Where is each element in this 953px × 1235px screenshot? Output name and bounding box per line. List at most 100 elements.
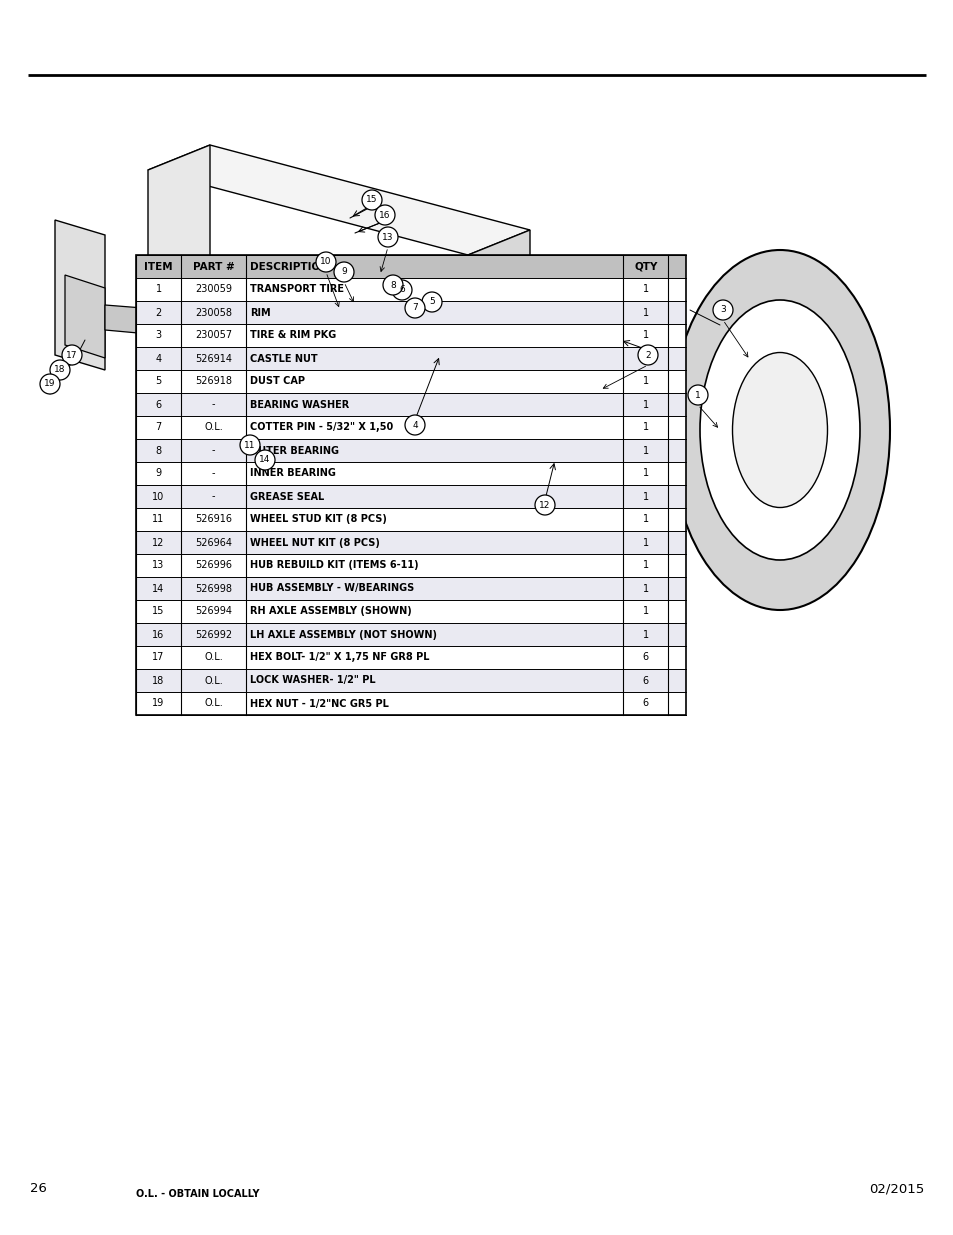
Text: 230059: 230059 xyxy=(194,284,232,294)
Ellipse shape xyxy=(366,312,377,337)
Text: DESCRIPTION: DESCRIPTION xyxy=(250,262,329,272)
Text: INNER BEARING: INNER BEARING xyxy=(250,468,335,478)
Bar xyxy=(136,278,685,301)
Ellipse shape xyxy=(669,249,889,610)
Text: 1: 1 xyxy=(642,561,648,571)
Text: CASTLE NUT: CASTLE NUT xyxy=(250,353,317,363)
Text: 6: 6 xyxy=(398,285,404,294)
Text: 12: 12 xyxy=(538,500,550,510)
Text: 18: 18 xyxy=(152,676,165,685)
Text: LOCK WASHER- 1/2" PL: LOCK WASHER- 1/2" PL xyxy=(250,676,375,685)
Bar xyxy=(136,577,685,600)
Circle shape xyxy=(499,346,507,354)
Text: 1: 1 xyxy=(642,422,648,432)
Ellipse shape xyxy=(503,300,556,400)
Text: 526998: 526998 xyxy=(194,583,232,594)
Circle shape xyxy=(375,205,395,225)
Text: 1: 1 xyxy=(642,468,648,478)
Text: 5: 5 xyxy=(155,377,161,387)
Bar xyxy=(136,370,685,393)
Ellipse shape xyxy=(273,278,327,373)
Text: 3: 3 xyxy=(720,305,725,315)
Ellipse shape xyxy=(286,303,314,347)
Polygon shape xyxy=(65,275,105,358)
Text: 13: 13 xyxy=(382,232,394,242)
Text: QTY: QTY xyxy=(634,262,657,272)
Text: 2: 2 xyxy=(155,308,161,317)
Circle shape xyxy=(279,310,287,317)
Text: 10: 10 xyxy=(320,258,332,267)
Ellipse shape xyxy=(380,314,393,336)
Text: 526994: 526994 xyxy=(194,606,232,616)
Text: 1: 1 xyxy=(642,515,648,525)
Text: 1: 1 xyxy=(642,583,648,594)
Text: DUST CAP: DUST CAP xyxy=(250,377,305,387)
Bar xyxy=(136,347,685,370)
Text: RH AXLE ASSEMBLY (SHOWN): RH AXLE ASSEMBLY (SHOWN) xyxy=(250,606,412,616)
Bar xyxy=(136,646,685,669)
Text: 10: 10 xyxy=(152,492,165,501)
Circle shape xyxy=(303,294,310,301)
Ellipse shape xyxy=(423,317,439,343)
Ellipse shape xyxy=(700,300,859,559)
Text: 526992: 526992 xyxy=(194,630,232,640)
Text: 1: 1 xyxy=(642,353,648,363)
Text: 4: 4 xyxy=(412,420,417,430)
Ellipse shape xyxy=(411,312,424,337)
Circle shape xyxy=(377,227,397,247)
Circle shape xyxy=(313,310,320,317)
Circle shape xyxy=(62,345,82,366)
Circle shape xyxy=(421,291,441,312)
Circle shape xyxy=(552,346,559,354)
Bar xyxy=(136,254,685,278)
Text: BEARING WASHER: BEARING WASHER xyxy=(250,399,349,410)
Text: 1: 1 xyxy=(642,377,648,387)
Ellipse shape xyxy=(391,309,409,341)
Text: 6: 6 xyxy=(155,399,161,410)
Text: 9: 9 xyxy=(155,468,161,478)
Polygon shape xyxy=(148,266,530,290)
Bar xyxy=(136,692,685,715)
Text: 19: 19 xyxy=(44,379,55,389)
Polygon shape xyxy=(468,230,530,290)
Text: RIM: RIM xyxy=(250,308,271,317)
Bar xyxy=(136,301,685,324)
Polygon shape xyxy=(148,144,210,290)
Circle shape xyxy=(315,252,335,272)
Bar xyxy=(136,622,685,646)
Text: 7: 7 xyxy=(412,304,417,312)
Text: HEX NUT - 1/2"NC GR5 PL: HEX NUT - 1/2"NC GR5 PL xyxy=(250,699,389,709)
Text: 1: 1 xyxy=(642,537,648,547)
Text: 1: 1 xyxy=(642,284,648,294)
Circle shape xyxy=(240,435,260,454)
Text: 19: 19 xyxy=(152,699,165,709)
Text: OUTER BEARING: OUTER BEARING xyxy=(250,446,338,456)
Circle shape xyxy=(535,495,555,515)
Text: 3: 3 xyxy=(155,331,161,341)
Ellipse shape xyxy=(439,324,456,347)
Circle shape xyxy=(507,312,515,320)
Text: 17: 17 xyxy=(66,351,77,359)
Text: 1: 1 xyxy=(642,606,648,616)
Text: 11: 11 xyxy=(152,515,165,525)
Text: 7: 7 xyxy=(155,422,161,432)
Circle shape xyxy=(290,350,296,356)
Text: O.L.: O.L. xyxy=(204,676,223,685)
Text: 1: 1 xyxy=(642,446,648,456)
Text: O.L. - OBTAIN LOCALLY: O.L. - OBTAIN LOCALLY xyxy=(136,1189,259,1199)
Text: 16: 16 xyxy=(379,210,391,220)
Text: PART #: PART # xyxy=(193,262,234,272)
Text: 15: 15 xyxy=(152,606,165,616)
Text: 15: 15 xyxy=(366,195,377,205)
Text: TIRE & RIM PKG: TIRE & RIM PKG xyxy=(250,331,335,341)
Circle shape xyxy=(525,298,534,306)
Bar xyxy=(136,555,685,577)
Circle shape xyxy=(303,350,310,356)
Ellipse shape xyxy=(732,352,826,508)
Circle shape xyxy=(405,298,424,317)
Text: -: - xyxy=(212,399,215,410)
Text: 8: 8 xyxy=(155,446,161,456)
Text: 17: 17 xyxy=(152,652,165,662)
Text: -: - xyxy=(212,468,215,478)
Circle shape xyxy=(638,345,658,366)
